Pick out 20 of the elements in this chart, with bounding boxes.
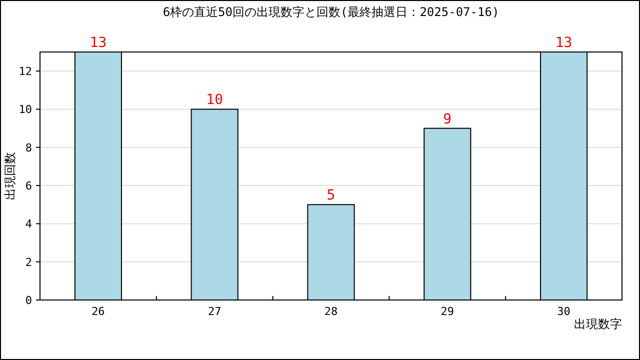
y-axis-title: 出現回数 [3,152,17,200]
y-tick-label: 4 [25,218,32,231]
data-label: 10 [206,92,224,108]
data-label: 9 [443,111,452,128]
y-tick-label: 0 [25,294,32,307]
data-label: 5 [326,188,336,204]
y-tick-label: 12 [18,65,32,78]
data-label: 13 [555,35,572,51]
x-tick-label: 26 [92,305,105,318]
x-tick-label: 30 [557,305,570,318]
x-tick-label: 27 [208,305,222,318]
x-tick-label: 28 [324,305,338,318]
data-label: 13 [90,35,107,51]
y-tick-label: 2 [25,256,32,269]
x-tick-label: 29 [440,305,454,318]
y-tick-label: 8 [25,141,32,154]
y-tick-label: 10 [18,103,32,116]
chart-title: 6枠の直近50回の出現数字と回数(最終抽選日：2025-07-16) [162,5,500,19]
y-tick-label: 6 [25,180,32,193]
x-axis-title: 出現数字 [574,317,622,331]
